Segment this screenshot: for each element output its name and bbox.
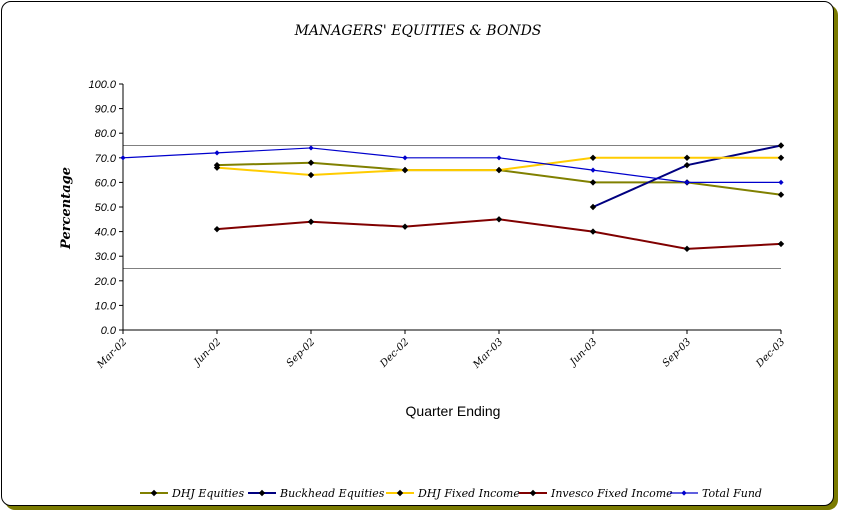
y-tick-label: 30.0 xyxy=(95,251,117,263)
y-tick-label: 70.0 xyxy=(95,153,117,165)
legend-label: DHJ Fixed Income xyxy=(417,487,520,500)
series-dhj-equities xyxy=(213,159,785,198)
y-tick-label: 10.0 xyxy=(95,300,117,312)
data-point xyxy=(495,216,503,223)
data-point xyxy=(777,191,785,198)
x-tick-label: Dec-02 xyxy=(378,337,412,371)
y-tick-label: 100.0 xyxy=(88,79,116,91)
legend-item: DHJ Fixed Income xyxy=(386,487,520,500)
series-line xyxy=(122,147,781,183)
x-tick-label: Sep-02 xyxy=(285,337,318,370)
legend-item: Invesco Fixed Income xyxy=(519,487,673,500)
data-point xyxy=(589,179,597,186)
y-tick-label: 80.0 xyxy=(95,128,117,140)
legend-marker xyxy=(396,489,404,497)
series-total-fund xyxy=(120,145,784,185)
legend-marker xyxy=(529,489,537,497)
legend-label: Total Fund xyxy=(702,487,762,500)
legend-marker xyxy=(150,489,158,497)
legend-label: Buckhead Equities xyxy=(279,487,385,500)
y-tick-label: 60.0 xyxy=(95,177,117,189)
data-point xyxy=(777,154,785,161)
y-tick-label: 50.0 xyxy=(95,202,117,214)
legend-item: DHJ Equities xyxy=(140,487,244,500)
series-dhj-fixed-income xyxy=(213,154,785,179)
legend-marker xyxy=(258,489,266,497)
data-point xyxy=(120,155,126,161)
data-point xyxy=(589,203,597,211)
data-point xyxy=(589,154,597,161)
data-point xyxy=(778,179,784,185)
data-point xyxy=(683,245,691,253)
x-tick-label: Dec-03 xyxy=(754,337,788,371)
x-tick-label: Mar-03 xyxy=(471,337,506,372)
x-tick-label: Sep-03 xyxy=(661,337,694,370)
data-point xyxy=(214,150,220,156)
chart-frame xyxy=(1,1,834,506)
data-point xyxy=(401,223,409,230)
y-axis-label: Percentage xyxy=(59,167,74,250)
data-point xyxy=(777,240,785,248)
data-point xyxy=(683,154,691,161)
data-point xyxy=(589,228,597,235)
y-tick-label: 90.0 xyxy=(95,104,117,116)
data-point xyxy=(307,159,315,166)
data-point xyxy=(590,167,596,173)
legend-label: DHJ Equities xyxy=(171,487,244,500)
data-point xyxy=(307,171,315,179)
series-buckhead-equities xyxy=(589,142,785,211)
legend: DHJ Equities Buckhead Equities DHJ Fixed I… xyxy=(140,487,762,500)
plot-area: 0.0 10.0 20.0 30.0 40.0 50.0 60.0 70.0 80.0 90.0 1… xyxy=(88,79,787,371)
series-invesco-fixed-income xyxy=(213,216,785,253)
data-point xyxy=(308,145,314,151)
legend-marker xyxy=(681,490,687,496)
data-point xyxy=(401,166,409,174)
data-point xyxy=(402,155,408,161)
legend-label: Invesco Fixed Income xyxy=(550,487,673,500)
data-point xyxy=(213,225,221,233)
data-point xyxy=(495,166,503,174)
x-tick-label: Jun-02 xyxy=(191,337,224,370)
y-tick-label: 20.0 xyxy=(94,276,117,288)
y-tick-label: 40.0 xyxy=(95,227,117,239)
legend-item: Total Fund xyxy=(670,487,762,500)
data-point xyxy=(777,142,785,149)
series-line xyxy=(216,218,782,250)
data-point xyxy=(683,161,691,169)
chart-title: MANAGERS' EQUITIES & BONDS xyxy=(294,23,542,39)
data-point xyxy=(684,179,690,185)
legend-item: Buckhead Equities xyxy=(248,487,385,500)
data-point xyxy=(307,218,315,225)
x-tick-label: Jun-03 xyxy=(567,337,600,370)
y-tick-label: 0.0 xyxy=(101,325,117,337)
x-axis-label: Quarter Ending xyxy=(406,403,501,419)
x-tick-label: Mar-02 xyxy=(95,337,130,372)
data-point xyxy=(213,164,221,171)
data-point xyxy=(496,155,502,161)
